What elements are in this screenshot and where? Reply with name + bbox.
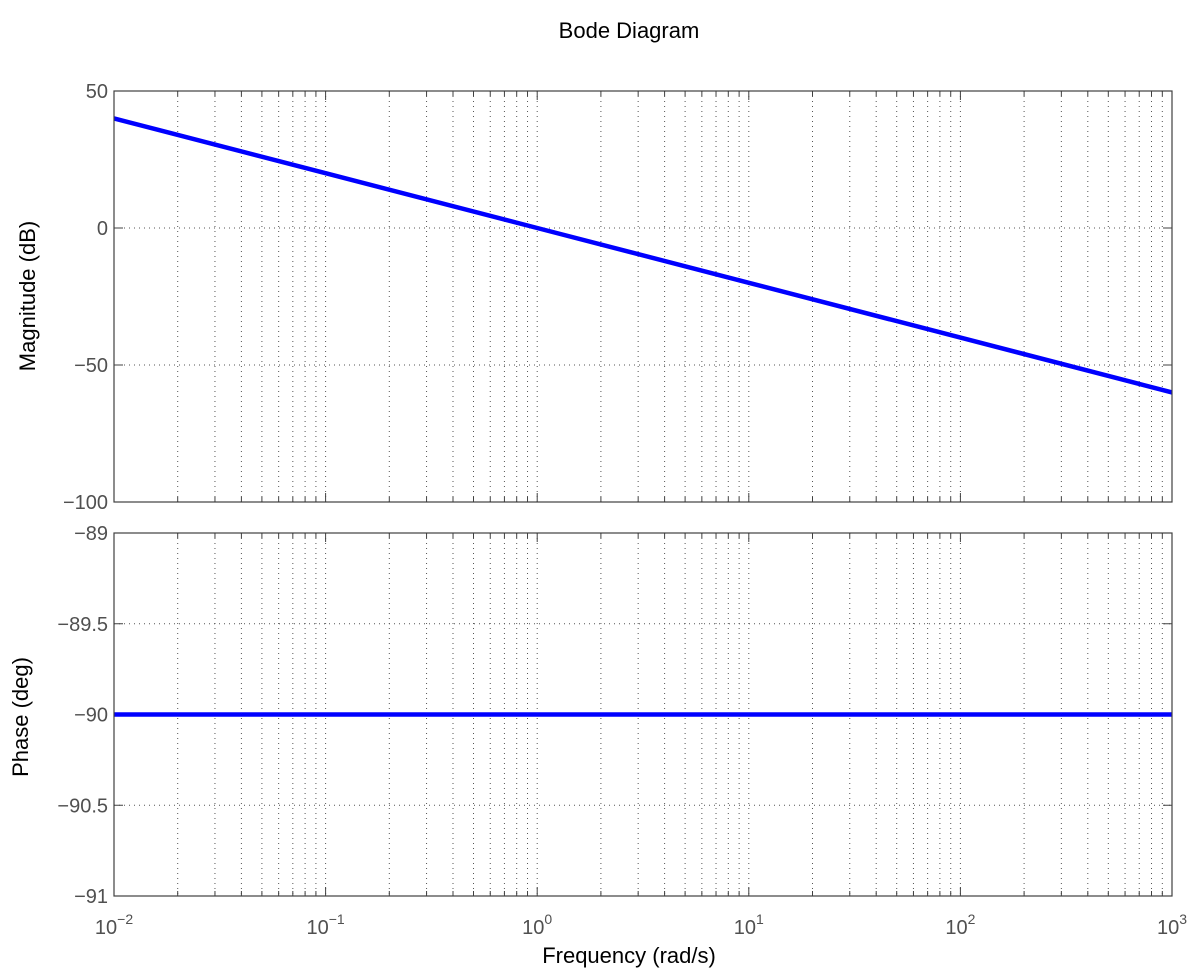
- phase-y-axis-label: Phase (deg): [8, 657, 33, 777]
- magnitude-y-ticks: −100 −50 0 50: [63, 81, 108, 514]
- magnitude-axes-box: [113, 90, 1173, 503]
- phase-y-ticks: −91 −90.5 −90 −89.5 −89: [57, 523, 108, 908]
- x-tick-label: 102: [945, 911, 975, 939]
- chart-title: Bode Diagram: [559, 18, 700, 43]
- x-tick-label: 101: [734, 911, 764, 939]
- x-tick-label: 10−2: [95, 911, 133, 939]
- phase-panel: −91 −90.5 −90 −89.5 −89 Phase (deg): [8, 523, 1173, 908]
- x-tick-label: 100: [522, 911, 552, 939]
- magnitude-plot-area: [114, 91, 1172, 502]
- series-line: [113, 116, 1173, 395]
- x-tick-label: 103: [1157, 911, 1187, 939]
- y-tick-label: −90: [74, 705, 108, 727]
- magnitude-lines: [113, 116, 1173, 395]
- magnitude-y-axis-label: Magnitude (dB): [15, 221, 40, 371]
- phase-grid: [113, 532, 1172, 897]
- y-tick-label: −89.5: [57, 614, 108, 636]
- magnitude-panel: −100 −50 0 50 Magnitude (dB): [15, 81, 1173, 514]
- x-axis-ticks: 10−2 10−1 100 101 102 103: [95, 911, 1187, 939]
- x-axis-label: Frequency (rad/s): [542, 943, 716, 968]
- y-tick-label: 0: [97, 218, 108, 240]
- phase-axes-box: [113, 532, 1173, 897]
- y-tick-label: 50: [86, 81, 108, 103]
- magnitude-grid: [113, 90, 1172, 503]
- y-tick-label: −50: [74, 355, 108, 377]
- y-tick-label: −90.5: [57, 795, 108, 817]
- y-tick-label: −89: [74, 523, 108, 545]
- y-tick-label: −100: [63, 492, 108, 514]
- x-tick-label: 10−1: [306, 911, 344, 939]
- y-tick-label: −91: [74, 886, 108, 908]
